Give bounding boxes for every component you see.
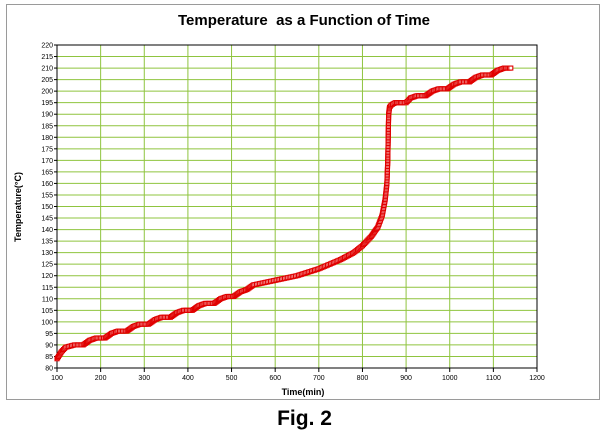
y-tick-label: 120: [41, 273, 53, 280]
y-tick-label: 175: [41, 146, 53, 153]
x-tick-label: 600: [269, 375, 281, 382]
x-axis-label: Time(min): [282, 387, 325, 397]
x-tick-label: 700: [313, 375, 325, 382]
x-tick-label: 1200: [529, 375, 545, 382]
y-tick-label: 220: [41, 43, 53, 50]
y-tick-label: 95: [45, 331, 53, 338]
grid-layer: [57, 45, 537, 368]
y-tick-label: 190: [41, 112, 53, 119]
data-point: [508, 65, 514, 71]
x-tick-label: 800: [357, 375, 369, 382]
ticks-layer: 100 200 300 400 500 600 700 800 900 1000 1100 1200 8…: [41, 43, 545, 383]
x-tick-label: 300: [138, 375, 150, 382]
y-tick-label: 160: [41, 181, 53, 188]
series-layer: [54, 65, 514, 362]
x-tick-label: 400: [182, 375, 194, 382]
y-tick-label: 80: [45, 366, 53, 373]
y-tick-label: 200: [41, 89, 53, 96]
x-tick-label: 500: [226, 375, 238, 382]
y-tick-label: 180: [41, 135, 53, 142]
y-tick-label: 130: [41, 250, 53, 257]
y-tick-label: 195: [41, 100, 53, 107]
y-tick-label: 90: [45, 342, 53, 349]
figure-caption: Fig. 2: [277, 407, 332, 430]
y-tick-label: 170: [41, 158, 53, 165]
y-tick-label: 85: [45, 354, 53, 361]
chart-frame: Temperature as a Function of Time 100 200…: [6, 4, 600, 400]
x-tick-label: 1100: [486, 375, 501, 382]
chart-title: Temperature as a Function of Time: [178, 12, 430, 29]
y-tick-label: 125: [41, 262, 53, 269]
x-tick-label: 200: [95, 375, 107, 382]
y-tick-label: 210: [41, 66, 53, 73]
y-tick-label: 215: [41, 54, 53, 61]
y-tick-label: 110: [42, 296, 53, 303]
chart-svg: Temperature as a Function of Time 100 200…: [13, 12, 545, 397]
y-tick-label: 150: [41, 204, 53, 211]
y-tick-label: 155: [41, 192, 53, 199]
x-tick-label: 900: [400, 375, 412, 382]
y-tick-label: 140: [41, 227, 53, 234]
y-tick-label: 185: [41, 123, 53, 130]
y-tick-label: 145: [41, 216, 53, 223]
y-tick-label: 105: [41, 308, 53, 315]
y-tick-label: 115: [42, 285, 53, 292]
y-tick-label: 100: [41, 319, 53, 326]
y-tick-label: 205: [41, 77, 53, 84]
x-tick-label: 1000: [442, 375, 458, 382]
y-tick-label: 165: [41, 169, 53, 176]
y-axis-label: Temperature(°C): [13, 172, 23, 242]
y-tick-label: 135: [41, 239, 53, 246]
x-tick-label: 100: [51, 375, 63, 382]
